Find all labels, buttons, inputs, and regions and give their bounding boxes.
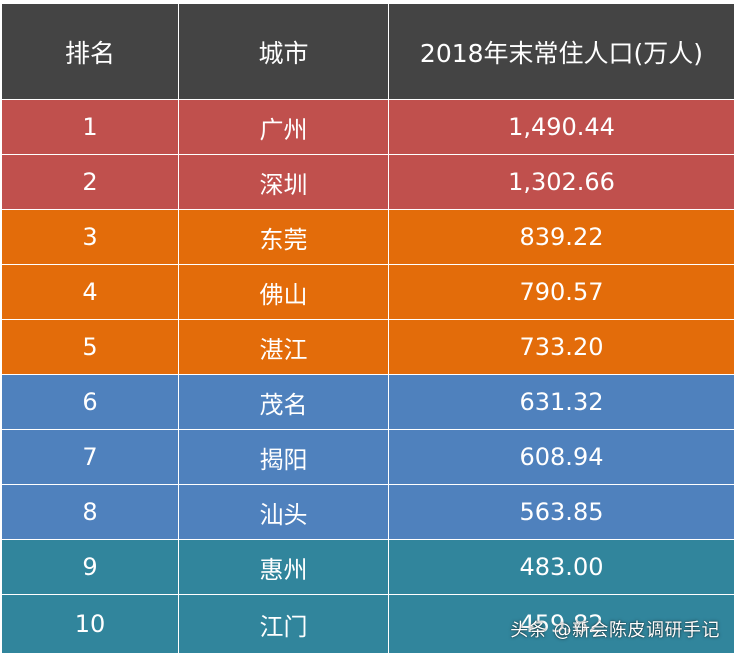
table-row: 6 茂名 631.32: [1, 374, 734, 430]
table-row: 8 汕头 563.85: [1, 484, 734, 540]
population-cell: 483.00: [388, 539, 734, 595]
table-row: 5 湛江 733.20: [1, 319, 734, 375]
population-cell: 1,302.66: [388, 154, 734, 210]
population-cell: 608.94: [388, 429, 734, 485]
city-cell: 湛江: [178, 319, 389, 375]
city-cell: 揭阳: [178, 429, 389, 485]
watermark: 头条 @新会陈皮调研手记: [510, 620, 720, 641]
rank-cell: 2: [1, 154, 179, 210]
population-cell: 631.32: [388, 374, 734, 430]
rank-cell: 9: [1, 539, 179, 595]
rank-cell: 6: [1, 374, 179, 430]
rank-cell: 4: [1, 264, 179, 320]
rank-cell: 8: [1, 484, 179, 540]
city-cell: 东莞: [178, 209, 389, 265]
table-row: 7 揭阳 608.94: [1, 429, 734, 485]
rank-cell: 5: [1, 319, 179, 375]
city-cell: 广州: [178, 99, 389, 155]
population-ranking-table: 排名 城市 2018年末常住人口(万人) 1 广州 1,490.44 2 深圳 1,302…: [1, 3, 734, 654]
table-row: 9 惠州 483.00: [1, 539, 734, 595]
population-cell: 459.82: [388, 594, 734, 654]
header-city: 城市: [178, 3, 389, 100]
rank-cell: 3: [1, 209, 179, 265]
population-cell: 733.20: [388, 319, 734, 375]
header-population: 2018年末常住人口(万人): [388, 3, 734, 100]
population-cell: 563.85: [388, 484, 734, 540]
population-cell: 790.57: [388, 264, 734, 320]
rank-cell: 7: [1, 429, 179, 485]
rank-cell: 1: [1, 99, 179, 155]
header-rank: 排名: [1, 3, 179, 100]
city-cell: 茂名: [178, 374, 389, 430]
table-row: 3 东莞 839.22: [1, 209, 734, 265]
city-cell: 深圳: [178, 154, 389, 210]
header-row: 排名 城市 2018年末常住人口(万人): [1, 3, 734, 100]
table-row: 4 佛山 790.57: [1, 264, 734, 320]
table-body: 1 广州 1,490.44 2 深圳 1,302.66 3 东莞 839.22 4 佛山 790.57…: [1, 99, 734, 654]
table-row: 10 江门 459.82: [1, 594, 734, 654]
population-cell: 839.22: [388, 209, 734, 265]
table-row: 1 广州 1,490.44: [1, 99, 734, 155]
city-cell: 佛山: [178, 264, 389, 320]
city-cell: 江门: [178, 594, 389, 654]
population-cell: 1,490.44: [388, 99, 734, 155]
table-row: 2 深圳 1,302.66: [1, 154, 734, 210]
city-cell: 汕头: [178, 484, 389, 540]
rank-cell: 10: [1, 594, 179, 654]
city-cell: 惠州: [178, 539, 389, 595]
